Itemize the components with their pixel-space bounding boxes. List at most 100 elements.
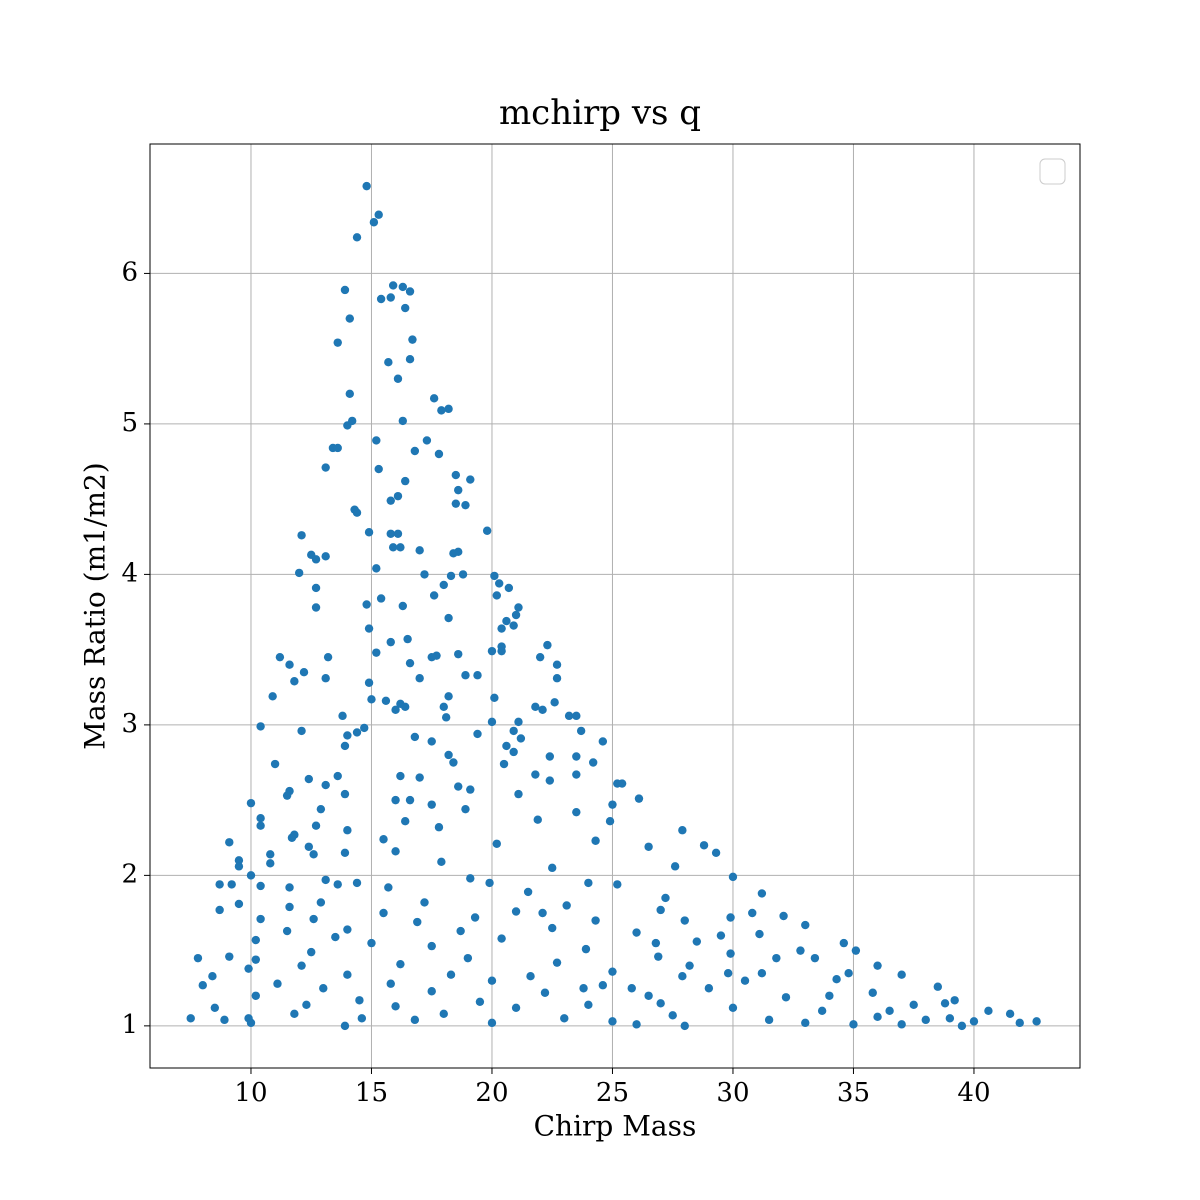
point: [497, 646, 506, 656]
point: [362, 181, 371, 191]
point: [340, 848, 350, 858]
point: [290, 1009, 299, 1019]
point: [608, 967, 617, 976]
point: [193, 953, 203, 963]
x-tick-label: 10: [234, 1078, 267, 1108]
point: [398, 601, 408, 611]
point: [391, 705, 400, 715]
point: [492, 839, 501, 848]
point: [340, 285, 350, 295]
point: [379, 908, 388, 918]
point: [591, 916, 600, 925]
point: [504, 583, 514, 593]
point: [256, 914, 265, 924]
point: [984, 1006, 993, 1016]
point: [543, 640, 552, 650]
point: [340, 741, 350, 751]
point: [473, 671, 482, 680]
point: [316, 898, 326, 907]
point: [969, 1017, 979, 1026]
point: [728, 872, 738, 882]
point: [598, 981, 608, 990]
point: [470, 913, 480, 922]
point: [343, 731, 352, 740]
point: [591, 836, 600, 845]
point: [449, 758, 458, 767]
point: [372, 564, 381, 573]
point: [372, 648, 381, 657]
point: [466, 874, 475, 883]
point: [538, 908, 547, 918]
point: [473, 729, 482, 739]
point: [379, 835, 388, 844]
point: [849, 1020, 858, 1029]
point: [319, 984, 328, 993]
point: [716, 931, 726, 940]
point: [369, 218, 379, 227]
point: [781, 993, 791, 1002]
point: [384, 883, 393, 892]
point: [270, 759, 280, 769]
point: [374, 464, 383, 474]
point: [451, 470, 461, 480]
point: [304, 842, 314, 851]
point: [605, 816, 615, 826]
point: [552, 958, 562, 967]
point: [796, 946, 805, 955]
point: [509, 726, 518, 736]
point: [654, 952, 663, 961]
point: [726, 913, 735, 922]
point: [420, 570, 429, 579]
point: [285, 902, 294, 912]
grid: [144, 144, 1080, 1074]
point: [656, 999, 665, 1008]
point: [584, 1000, 593, 1009]
point: [502, 616, 511, 626]
point: [511, 610, 521, 620]
point: [287, 833, 297, 842]
point: [502, 741, 511, 751]
point: [868, 988, 877, 997]
point: [401, 476, 410, 486]
point: [487, 717, 497, 727]
point: [386, 637, 395, 647]
x-axis-label: Chirp Mass: [534, 1110, 697, 1143]
point: [516, 734, 526, 743]
point: [311, 821, 321, 830]
point: [444, 750, 453, 760]
points: [186, 181, 1041, 1031]
point: [1005, 1009, 1015, 1019]
chart-title: mchirp vs q: [499, 93, 701, 133]
point: [634, 794, 644, 803]
point: [376, 294, 386, 304]
point: [357, 1014, 367, 1023]
point: [225, 952, 234, 961]
point: [285, 883, 294, 892]
point: [427, 987, 436, 996]
point: [608, 800, 617, 809]
point: [413, 917, 422, 927]
point: [333, 338, 342, 347]
point: [461, 500, 470, 510]
point: [297, 726, 306, 736]
point: [728, 1003, 738, 1013]
point: [550, 698, 559, 707]
point: [429, 394, 439, 403]
point: [576, 726, 586, 736]
point: [740, 976, 750, 985]
point: [415, 674, 424, 683]
point: [398, 416, 408, 426]
point: [680, 1021, 689, 1031]
point: [321, 463, 330, 472]
point: [437, 406, 446, 415]
x-tick-label: 20: [475, 1078, 508, 1108]
point: [560, 1014, 569, 1023]
point: [256, 821, 265, 830]
point: [391, 1002, 400, 1011]
y-tick-label: 4: [121, 558, 138, 588]
point: [360, 723, 369, 733]
point: [396, 771, 405, 781]
point: [352, 728, 362, 737]
point: [817, 1006, 827, 1016]
point: [526, 972, 535, 981]
